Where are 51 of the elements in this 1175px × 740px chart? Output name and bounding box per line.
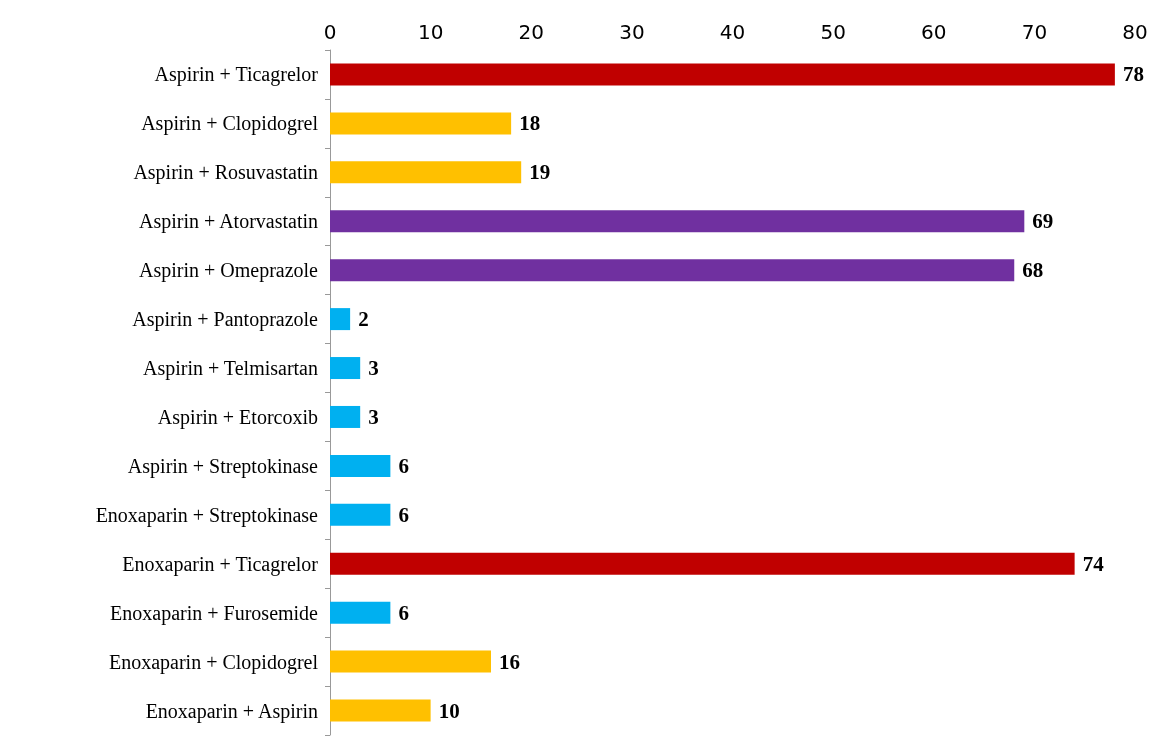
- bar: [330, 650, 491, 673]
- y-tick-label: Aspirin + Pantoprazole: [132, 308, 319, 332]
- x-tick-label: 80: [1122, 20, 1148, 44]
- x-tick-label: 0: [323, 20, 337, 44]
- y-tick-label: Aspirin + Omeprazole: [138, 259, 319, 283]
- data-label: 68: [1022, 258, 1044, 283]
- bar: [330, 552, 1075, 575]
- y-tick-label: Enoxaparin + Streptokinase: [95, 503, 319, 527]
- data-label: 10: [438, 698, 460, 723]
- y-tick-label: Aspirin + Streptokinase: [127, 454, 319, 478]
- data-label: 3: [368, 404, 379, 429]
- data-label: 78: [1122, 62, 1144, 87]
- y-tick-label: Enoxaparin + Furosemide: [110, 601, 319, 625]
- bar: [330, 454, 391, 477]
- y-tick-label: Enoxaparin + Ticagrelor: [122, 552, 319, 576]
- data-label: 6: [398, 453, 409, 478]
- data-label: 18: [519, 111, 541, 136]
- bar: [330, 357, 361, 380]
- y-tick-label: Aspirin + Rosuvastatin: [133, 161, 318, 185]
- bar: [330, 259, 1015, 282]
- data-label: 16: [499, 649, 520, 674]
- data-label: 6: [398, 502, 409, 527]
- bar: [330, 601, 391, 624]
- bar: [330, 210, 1025, 233]
- y-tick-label: Aspirin + Clopidogrel: [141, 112, 319, 136]
- y-tick-label: Aspirin + Etorcoxib: [157, 405, 318, 429]
- y-tick-label: Aspirin + Telmisartan: [142, 357, 318, 381]
- bar: [330, 699, 431, 722]
- bar: [330, 503, 391, 526]
- bar: [330, 63, 1115, 86]
- bar: [330, 308, 351, 331]
- x-tick-label: 40: [719, 20, 746, 44]
- bar: [330, 112, 512, 135]
- bar: [330, 161, 522, 184]
- data-label: 2: [358, 307, 369, 332]
- x-tick-label: 60: [921, 20, 947, 44]
- data-label: 19: [529, 160, 551, 185]
- data-label: 74: [1082, 551, 1105, 576]
- y-tick-label: Aspirin + Ticagrelor: [154, 63, 319, 87]
- y-tick-label: Enoxaparin + Clopidogrel: [108, 650, 319, 674]
- data-label: 6: [398, 600, 409, 625]
- y-tick-label: Enoxaparin + Aspirin: [145, 699, 318, 723]
- y-tick-label: Aspirin + Atorvastatin: [138, 210, 318, 234]
- x-tick-label: 30: [619, 20, 645, 44]
- x-tick-label: 10: [417, 20, 444, 44]
- data-label: 69: [1032, 209, 1054, 234]
- bar: [330, 405, 361, 428]
- data-label: 3: [368, 356, 379, 381]
- x-tick-label: 50: [820, 20, 846, 44]
- x-tick-label: 70: [1021, 20, 1048, 44]
- x-tick-label: 20: [518, 20, 544, 44]
